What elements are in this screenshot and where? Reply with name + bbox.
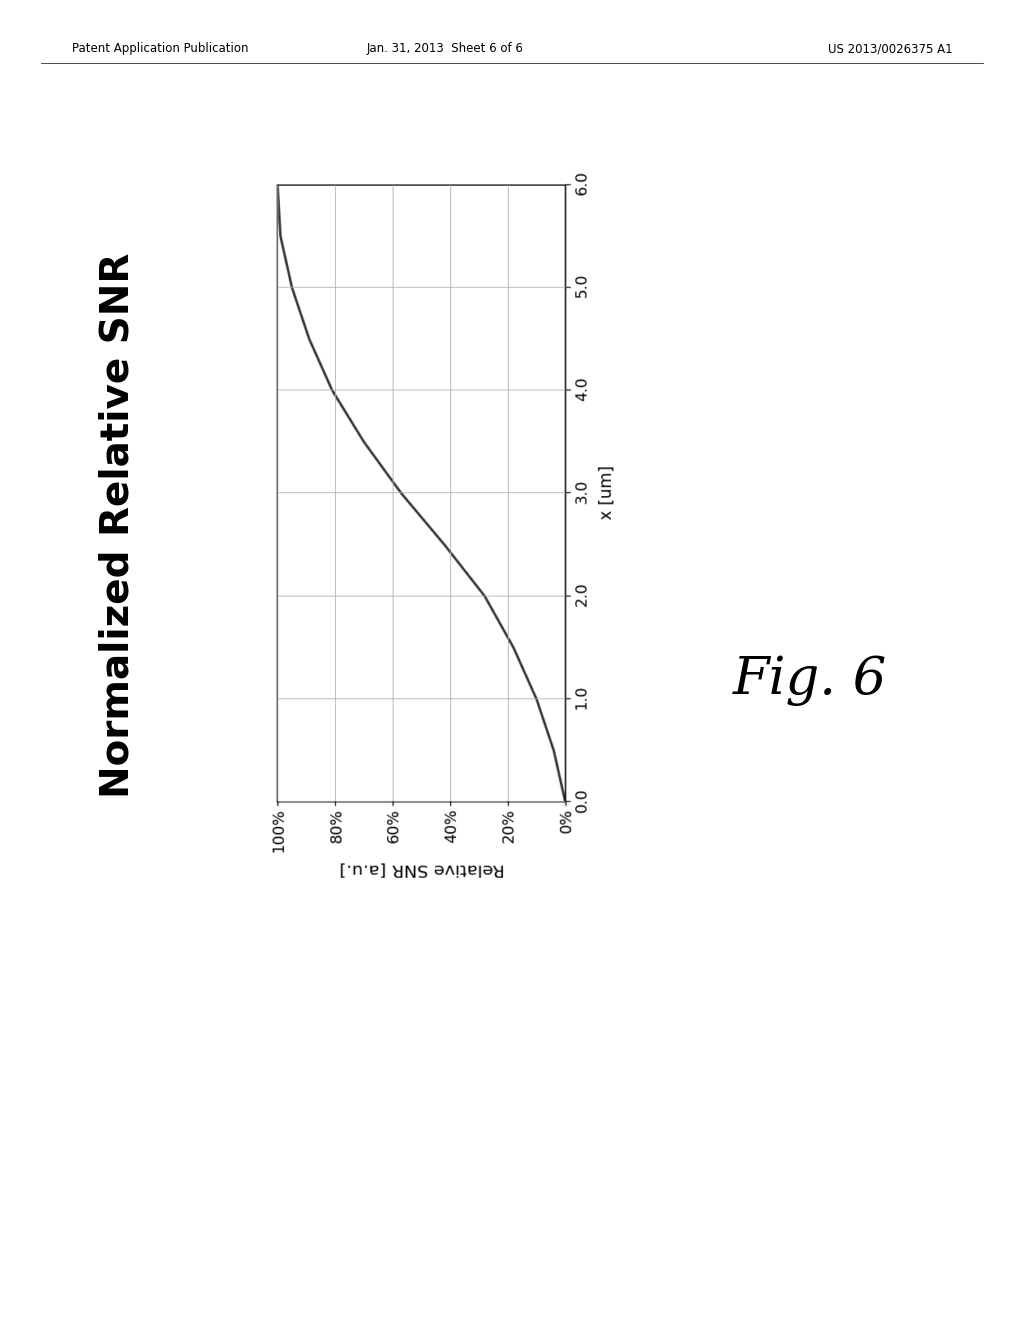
Text: Patent Application Publication: Patent Application Publication [72, 42, 248, 55]
Text: Jan. 31, 2013  Sheet 6 of 6: Jan. 31, 2013 Sheet 6 of 6 [367, 42, 524, 55]
Text: Normalized Relative SNR: Normalized Relative SNR [99, 252, 137, 797]
Text: Fig. 6: Fig. 6 [733, 655, 887, 705]
Text: US 2013/0026375 A1: US 2013/0026375 A1 [827, 42, 952, 55]
